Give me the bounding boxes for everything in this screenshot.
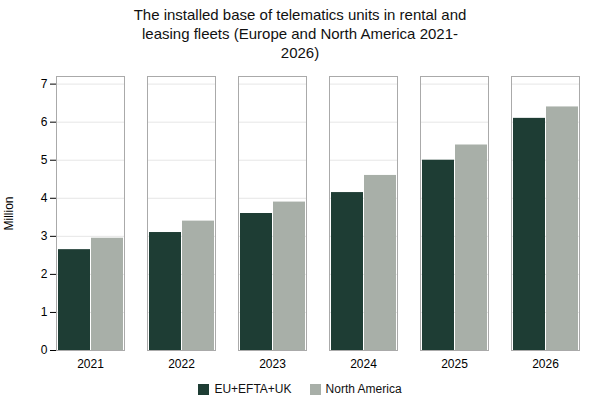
svg-text:2022: 2022	[168, 357, 195, 371]
svg-text:2024: 2024	[350, 357, 377, 371]
svg-text:2025: 2025	[441, 357, 468, 371]
svg-text:7: 7	[41, 77, 48, 91]
html-text:North America: North America	[325, 382, 402, 397]
html-text:EU+EFTA+UK: EU+EFTA+UK	[214, 382, 292, 397]
svg-text:3: 3	[41, 229, 48, 243]
svg-text:2023: 2023	[259, 357, 286, 371]
svg-text:0: 0	[41, 344, 48, 358]
svg-text:6: 6	[41, 115, 48, 129]
svg-text:5: 5	[41, 153, 48, 167]
html-text:The installed base of telemati: The installed base of telematics units i…	[133, 6, 467, 61]
svg-text:2021: 2021	[77, 357, 104, 371]
svg-text:Million: Million	[2, 197, 16, 231]
svg-text:2026: 2026	[532, 357, 559, 371]
svg-text:2: 2	[41, 267, 48, 281]
svg-text:1: 1	[41, 306, 48, 320]
svg-text:4: 4	[41, 191, 48, 205]
